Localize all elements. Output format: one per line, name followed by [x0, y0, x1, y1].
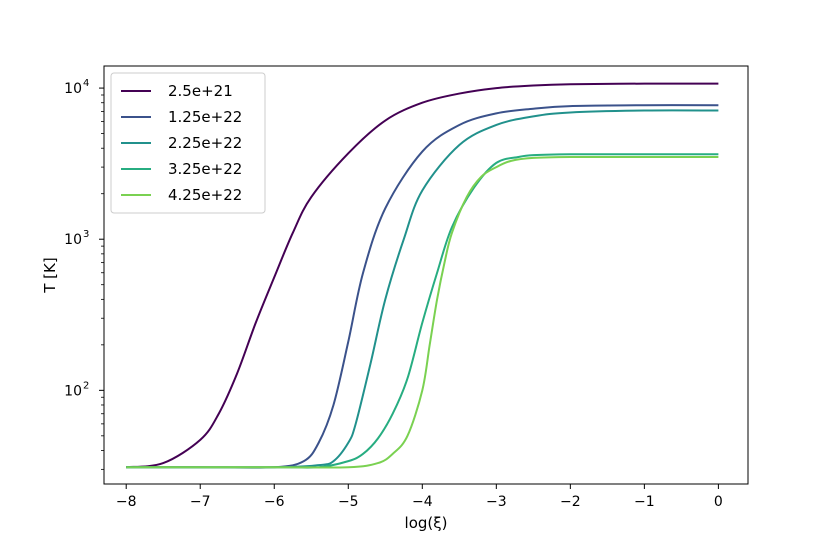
plot-frame: [103, 65, 749, 485]
x-tick-label: −3: [486, 494, 507, 510]
y-tick-label-exponent: 3: [83, 229, 89, 240]
legend-entry: 1.25e+22: [168, 108, 242, 126]
x-tick-label: −7: [190, 494, 211, 510]
series-line-1: [126, 104, 719, 469]
x-tick-label: −6: [264, 494, 285, 510]
x-axis: −8 −7 −6 −5 −4 −3 −2 −1 0: [116, 484, 723, 510]
legend-box: [110, 72, 266, 214]
y-tick-label: 10: [64, 81, 82, 97]
y-axis-label: T [K]: [41, 257, 59, 293]
legend-entry: 2.5e+21: [168, 82, 233, 100]
y-tick-label: 10: [64, 232, 82, 248]
x-tick-label: −1: [634, 494, 655, 510]
legend: 2.5e+21 1.25e+22 2.25e+22 3.25e+22 4.25e+22: [110, 72, 266, 214]
legend-entry: 2.25e+22: [168, 134, 242, 152]
y-tick-label-exponent: 4: [83, 78, 89, 89]
series-line-2: [126, 109, 719, 469]
series-line-0: [126, 82, 719, 469]
y-tick-label-exponent: 2: [83, 380, 89, 391]
x-tick-label: −4: [412, 494, 433, 510]
x-tick-label: −2: [560, 494, 581, 510]
y-tick-label: 10: [64, 383, 82, 399]
legend-entry: 4.25e+22: [168, 186, 242, 204]
series-line-3: [126, 153, 719, 469]
x-axis-label: log(ξ): [405, 514, 448, 532]
x-tick-label: −5: [338, 494, 359, 510]
legend-entry: 3.25e+22: [168, 160, 242, 178]
x-tick-label: −8: [116, 494, 137, 510]
plot-lines: [126, 82, 719, 469]
series-line-4: [126, 155, 719, 469]
x-tick-label: 0: [714, 494, 723, 510]
